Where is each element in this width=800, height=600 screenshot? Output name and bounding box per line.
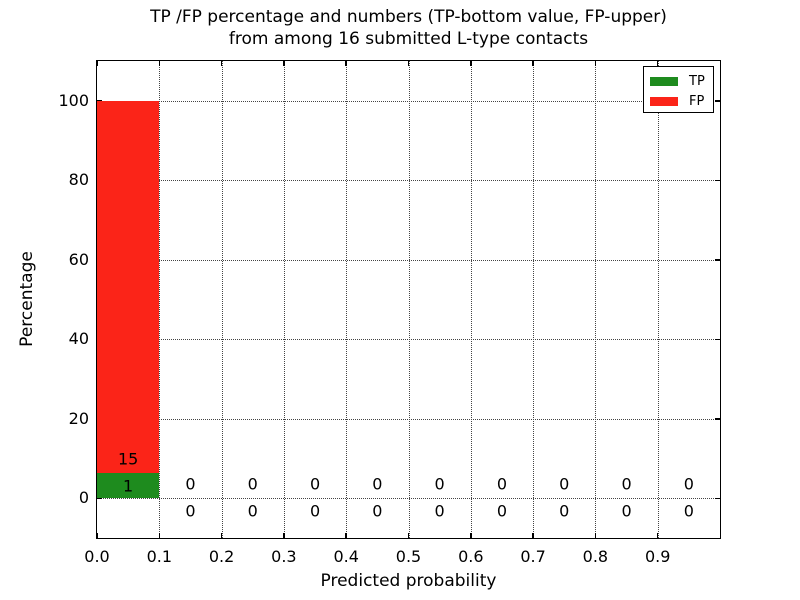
y-tick-label: 80 [68, 170, 89, 190]
v-gridline [470, 61, 472, 538]
x-tick-mark [345, 533, 347, 538]
y-axis-label: Percentage [17, 251, 37, 347]
tp-count-label: 0 [621, 501, 632, 521]
v-gridline [346, 61, 348, 538]
x-tick-mark [96, 533, 98, 538]
y-tick-label: 20 [68, 408, 89, 428]
fp-count-label: 0 [372, 474, 383, 494]
x-tick-mark [96, 61, 98, 66]
x-tick-label: 0.6 [458, 547, 484, 566]
x-tick-mark [158, 533, 161, 538]
v-gridline [595, 61, 597, 538]
tp-count-label: 0 [372, 501, 383, 521]
fp-count-label: 0 [434, 474, 445, 494]
x-tick-label: 0.4 [333, 547, 359, 566]
v-gridline [408, 61, 410, 538]
tp-legend-label: TP [689, 73, 705, 89]
y-tick-mark [715, 179, 720, 181]
fp-legend-label: FP [689, 93, 705, 109]
x-tick-mark [220, 533, 223, 538]
x-tick-label: 0.7 [520, 547, 546, 566]
legend-entry-fp: FP [650, 92, 713, 110]
x-axis-label: Predicted probability [320, 571, 497, 591]
v-gridline [159, 61, 161, 538]
tp-bar [97, 473, 160, 499]
y-tick-mark [715, 100, 720, 102]
fp-legend-swatch [650, 96, 678, 106]
x-tick-mark [220, 61, 223, 66]
tp-count-label: 0 [309, 501, 321, 521]
fp-count-label: 0 [621, 474, 632, 494]
x-tick-mark [470, 533, 472, 538]
x-tick-label: 0.5 [395, 547, 422, 566]
legend-entry-tp: TP [650, 72, 713, 90]
x-tick-mark [656, 61, 659, 66]
v-gridline [283, 61, 285, 538]
x-tick-mark [594, 533, 597, 538]
tp-count-label: 0 [185, 501, 196, 521]
tp-count-label: 0 [496, 501, 508, 521]
tp-count-label: 1 [123, 476, 134, 496]
fp-count-label: 0 [309, 474, 321, 494]
x-tick-label: 0.8 [582, 547, 609, 566]
chart-title-line2: from among 16 submitted L-type contacts [228, 29, 589, 49]
x-tick-mark [283, 61, 285, 66]
tp-count-label: 0 [683, 501, 694, 521]
x-tick-mark [470, 61, 472, 66]
fp-count-label: 0 [185, 474, 196, 494]
chart-title-line1: TP /FP percentage and numbers (TP-bottom… [150, 7, 667, 27]
tp-legend-swatch [650, 76, 678, 86]
y-tick-label: 40 [68, 329, 89, 349]
fp-count-label: 0 [496, 474, 508, 494]
legend: TP FP [643, 66, 714, 113]
tp-count-label: 0 [559, 501, 570, 521]
y-tick-mark [715, 338, 720, 340]
y-tick-mark [97, 497, 102, 499]
x-tick-mark [656, 533, 659, 538]
x-tick-mark [532, 533, 534, 538]
x-tick-mark [283, 533, 285, 538]
fp-count-label: 15 [117, 449, 139, 469]
x-tick-mark [407, 533, 410, 538]
x-tick-mark [158, 61, 161, 66]
y-tick-label: 60 [68, 249, 89, 269]
v-gridline [533, 61, 535, 538]
x-tick-mark [345, 61, 347, 66]
x-tick-mark [532, 61, 534, 66]
v-gridline [221, 61, 223, 538]
fp-bar [97, 100, 160, 474]
y-tick-label: 100 [58, 90, 89, 110]
x-tick-mark [594, 61, 597, 66]
v-gridline [657, 61, 659, 538]
x-tick-mark [407, 61, 410, 66]
y-tick-mark [715, 259, 720, 261]
x-tick-label: 0.1 [146, 547, 173, 566]
x-tick-label: 0.0 [84, 547, 110, 566]
x-tick-label: 0.3 [271, 547, 297, 566]
x-tick-label: 0.2 [208, 547, 235, 566]
x-tick-label: 0.9 [644, 547, 671, 566]
tp-count-label: 0 [247, 501, 258, 521]
y-tick-mark [715, 497, 720, 499]
fp-count-label: 0 [559, 474, 570, 494]
plot-area: TP FP 15 1 0 0 0 0 0 0 0 0 0 0 0 0 0 0 0 0 0 0 [96, 60, 721, 539]
fp-count-label: 0 [683, 474, 694, 494]
y-tick-mark [715, 418, 720, 420]
tp-count-label: 0 [434, 501, 445, 521]
fp-count-label: 0 [247, 474, 258, 494]
y-tick-label: 0 [78, 488, 89, 508]
